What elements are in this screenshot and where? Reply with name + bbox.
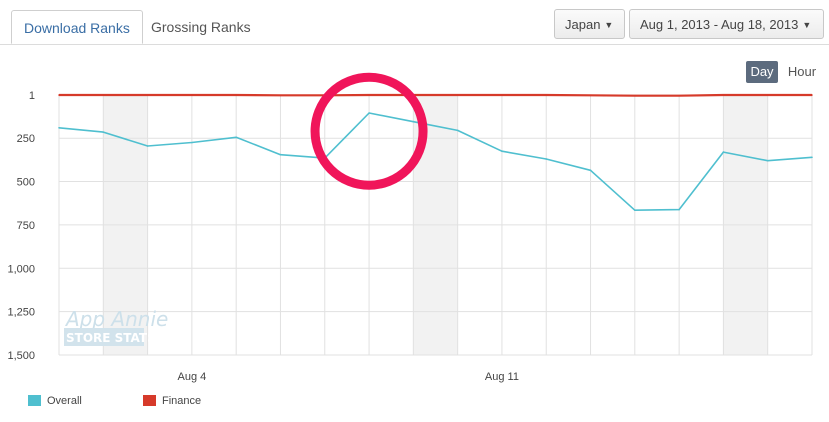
legend-overall[interactable]: Overall [28,395,82,409]
data-point-finance [191,94,193,96]
highlight-circle [310,72,428,190]
data-point-overall [412,120,415,123]
data-point-finance [279,94,282,97]
data-point-finance [545,94,548,96]
data-point-finance [58,94,60,96]
data-point-finance [722,94,725,96]
x-tick-label: Aug 4 [178,371,207,383]
y-tick-label: 750 [17,220,35,232]
data-point-overall [678,208,680,211]
series-line-overall [58,112,813,211]
tab-underline [0,44,829,45]
data-point-finance [589,94,592,97]
caret-down-icon: ▼ [802,20,812,30]
rank-tab-bar: Download Ranks Grossing Ranks [0,0,829,45]
watermark-store-stats: STORE STATS [66,331,156,345]
x-tick-label: Aug 11 [485,371,519,383]
legend-finance-label: Finance [162,395,202,407]
caret-down-icon: ▼ [604,20,614,30]
data-point-finance [811,94,813,96]
data-point-overall [368,112,370,114]
date-range-label: Aug 1, 2013 - Aug 18, 2013 [640,17,799,32]
data-point-finance [368,94,370,96]
data-point-finance [766,94,769,96]
watermark-box [64,328,144,346]
country-label: Japan [565,17,601,32]
day-toggle-button[interactable]: Day [746,61,778,83]
watermark-app-annie: App Annie [64,307,168,331]
data-point-overall [545,158,548,160]
data-point-overall [456,129,459,132]
data-point-finance [235,94,237,96]
y-tick-label: 1,250 [7,307,35,319]
data-point-overall [58,126,60,129]
data-point-overall [589,169,592,172]
overall-swatch [28,395,41,406]
date-range-dropdown[interactable]: Aug 1, 2013 - Aug 18, 2013 ▼ [629,9,824,39]
y-tick-label: 1 [29,90,35,102]
y-tick-label: 500 [17,177,35,189]
data-point-overall [722,151,725,153]
data-point-overall [634,209,636,211]
data-point-overall [811,156,813,159]
data-point-overall [146,145,149,147]
data-point-overall [766,159,769,162]
hour-toggle-button[interactable]: Hour [787,64,817,79]
data-point-finance [456,94,459,96]
data-point-overall [501,150,503,152]
tab-grossing-ranks[interactable]: Grossing Ranks [151,19,251,35]
y-tick-label: 1,500 [7,350,35,362]
data-point-finance [501,94,503,96]
country-dropdown[interactable]: Japan ▼ [554,9,625,39]
legend-overall-label: Overall [47,395,82,407]
data-point-overall [235,136,237,139]
data-point-finance [146,94,149,96]
y-tick-label: 1,000 [7,263,35,275]
data-point-finance [634,94,636,97]
legend-finance[interactable]: Finance [143,395,201,409]
data-point-overall [191,141,193,144]
data-point-overall [102,131,105,133]
data-point-finance [102,94,105,96]
finance-swatch [143,395,156,406]
app-annie-watermark: App Annie STORE STATS [64,307,168,346]
data-point-finance [678,94,680,97]
y-tick-label: 250 [17,133,35,145]
data-point-overall [279,153,282,156]
tab-download-ranks[interactable]: Download Ranks [11,10,143,44]
series-line-finance [59,93,812,97]
